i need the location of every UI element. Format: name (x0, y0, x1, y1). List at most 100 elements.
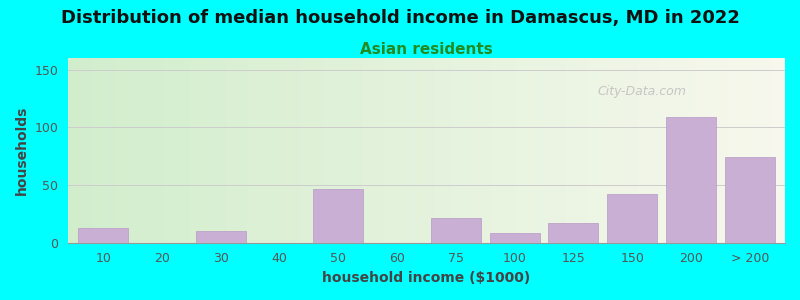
Bar (147, 58, 150, 243)
Bar (634, 58, 638, 243)
Bar (136, 58, 140, 243)
Bar (724, 58, 728, 243)
Bar (652, 58, 656, 243)
Bar (559, 58, 562, 243)
Bar (419, 58, 423, 243)
Bar (545, 58, 549, 243)
Bar (725, 158, 774, 243)
Bar (631, 58, 634, 243)
Bar (405, 58, 409, 243)
Bar (782, 58, 785, 243)
Bar (438, 58, 441, 243)
Bar (445, 58, 448, 243)
Bar (75, 58, 79, 243)
Bar (294, 58, 298, 243)
Bar (111, 58, 114, 243)
Bar (94, 58, 97, 243)
Bar (431, 218, 481, 243)
Bar (480, 58, 484, 243)
Bar (133, 58, 136, 243)
Bar (380, 58, 383, 243)
Bar (506, 58, 509, 243)
Bar (114, 58, 118, 243)
Bar (607, 194, 658, 243)
Bar (494, 58, 498, 243)
Bar (678, 58, 681, 243)
Bar (370, 58, 373, 243)
Bar (770, 58, 774, 243)
Bar (301, 58, 305, 243)
Bar (423, 58, 426, 243)
Bar (760, 58, 763, 243)
Bar (666, 117, 716, 243)
Bar (402, 58, 405, 243)
Bar (78, 228, 128, 243)
Bar (484, 58, 487, 243)
Bar (280, 58, 283, 243)
Bar (172, 58, 176, 243)
Bar (394, 58, 398, 243)
Bar (602, 58, 606, 243)
Bar (273, 58, 276, 243)
Bar (150, 58, 154, 243)
Bar (390, 58, 394, 243)
Text: Distribution of median household income in Damascus, MD in 2022: Distribution of median household income … (61, 9, 739, 27)
Bar (283, 58, 286, 243)
Bar (566, 58, 570, 243)
Bar (308, 58, 312, 243)
Bar (538, 58, 542, 243)
Bar (735, 58, 738, 243)
Bar (266, 58, 269, 243)
Bar (162, 58, 165, 243)
Bar (527, 58, 530, 243)
Bar (638, 58, 642, 243)
Bar (574, 58, 577, 243)
Bar (298, 58, 301, 243)
Bar (434, 58, 438, 243)
Bar (549, 58, 552, 243)
Bar (334, 58, 337, 243)
Bar (659, 58, 663, 243)
Bar (588, 58, 591, 243)
Bar (362, 58, 366, 243)
Bar (122, 58, 126, 243)
Bar (502, 58, 506, 243)
Bar (251, 58, 254, 243)
Bar (562, 58, 566, 243)
Bar (717, 58, 721, 243)
Bar (373, 58, 376, 243)
Bar (466, 58, 470, 243)
Bar (204, 58, 208, 243)
Bar (226, 58, 230, 243)
Bar (412, 58, 416, 243)
Bar (584, 58, 588, 243)
Bar (68, 58, 72, 243)
Bar (286, 58, 290, 243)
Bar (186, 58, 190, 243)
Bar (756, 58, 760, 243)
Bar (702, 58, 706, 243)
Bar (778, 58, 782, 243)
Bar (312, 58, 315, 243)
Bar (520, 58, 523, 243)
Bar (642, 58, 646, 243)
Bar (688, 58, 692, 243)
Bar (624, 58, 627, 243)
Bar (710, 58, 714, 243)
Bar (516, 58, 520, 243)
Bar (169, 58, 172, 243)
Bar (620, 58, 624, 243)
Bar (731, 58, 735, 243)
Bar (513, 58, 516, 243)
Bar (674, 58, 678, 243)
Bar (670, 58, 674, 243)
Bar (426, 58, 430, 243)
Bar (738, 58, 742, 243)
Bar (290, 58, 294, 243)
Bar (409, 58, 412, 243)
Bar (319, 58, 322, 243)
Bar (262, 58, 266, 243)
Bar (190, 58, 194, 243)
Bar (699, 58, 702, 243)
Bar (398, 58, 402, 243)
